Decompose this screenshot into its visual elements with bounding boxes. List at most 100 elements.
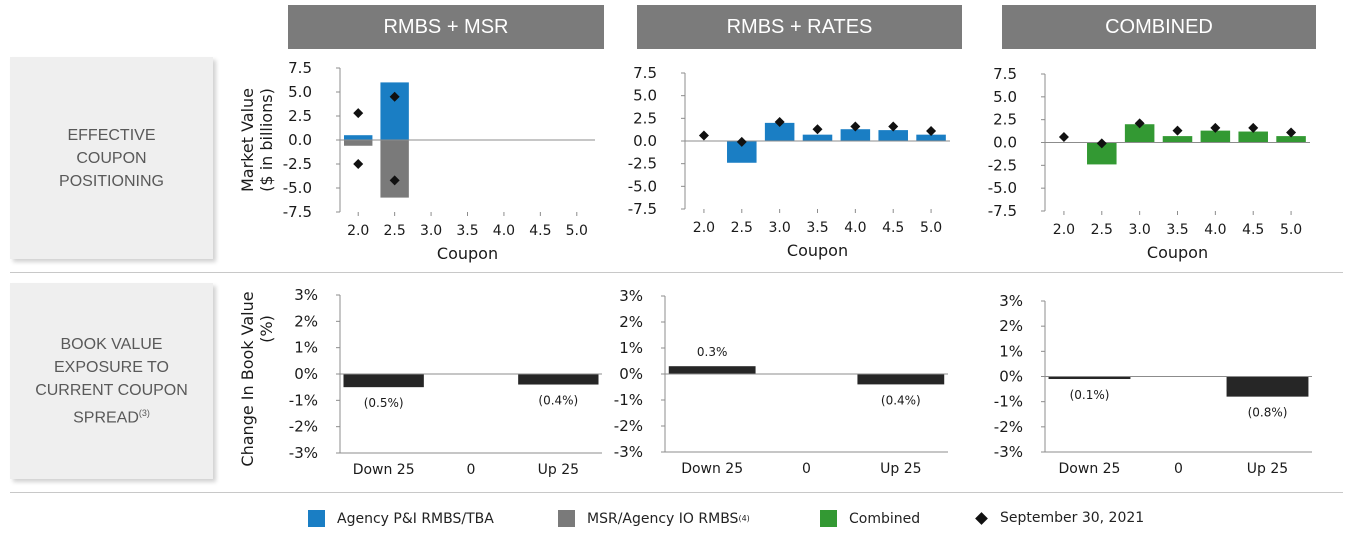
data-point-marker <box>698 130 709 141</box>
legend-label: Combined <box>849 510 921 527</box>
x-tick-label: 4.5 <box>1242 222 1264 238</box>
y-tick-label: 0.0 <box>633 132 657 150</box>
data-label: 0.3% <box>697 345 728 359</box>
bar <box>916 134 946 141</box>
chart-book-value-rmbs-rates: 3% 2% 1% 0% -1% -2% -3% 0.3% (0.4%) Down 25 0 Up 25 <box>614 287 948 477</box>
data-point-marker <box>1210 122 1221 133</box>
row-label-line: COUPON <box>76 149 147 167</box>
x-tick-label: 5.0 <box>566 223 588 239</box>
column-header-combined: COMBINED <box>1002 5 1316 49</box>
row-label-line: BOOK VALUE <box>60 335 163 353</box>
legend-item-agency: Agency P&I RMBS/TBA <box>308 510 494 527</box>
data-point-marker <box>1286 127 1297 138</box>
y-tick-label: -2.5 <box>628 155 657 173</box>
y-tick-label: 3% <box>619 287 643 305</box>
bar <box>344 135 373 140</box>
y-tick-label: -3% <box>614 443 643 461</box>
chart-book-value-combined: 3% 2% 1% 0% -1% -2% -3% (0.1%) (0.8%) Down 25 0 Up … <box>994 292 1312 477</box>
y-tick-label: 0% <box>294 365 318 383</box>
x-tick-label: 3.0 <box>769 220 791 236</box>
x-axis-label: Coupon <box>787 241 848 260</box>
x-tick-label: 2.5 <box>384 223 406 239</box>
bar <box>518 374 599 385</box>
column-header-rmbs-rates: RMBS + RATES <box>637 5 962 49</box>
bar <box>343 374 424 388</box>
data-point-marker <box>926 126 937 137</box>
x-tick-label: 3.0 <box>420 223 442 239</box>
row-label-book-value: BOOK VALUE EXPOSURE TO CURRENT COUPON SP… <box>10 283 213 479</box>
y-tick-label: -1% <box>994 393 1023 411</box>
y-tick-label: 0% <box>619 365 643 383</box>
bar <box>1162 136 1193 143</box>
x-tick-label: Down 25 <box>353 462 415 478</box>
bar <box>668 366 756 374</box>
y-tick-label: -7.5 <box>283 203 312 221</box>
legend-label: Agency P&I RMBS/TBA <box>337 510 494 527</box>
data-point-marker <box>389 91 400 102</box>
bar <box>878 130 908 141</box>
data-point-marker <box>1058 132 1069 143</box>
row-label-line: CURRENT COUPON <box>35 381 188 399</box>
bar <box>1238 131 1268 143</box>
y-tick-label: 2.5 <box>288 107 312 125</box>
legend-label: September 30, 2021 <box>1000 510 1145 526</box>
y-tick-label: -1% <box>614 391 643 409</box>
x-tick-label: 4.5 <box>529 223 551 239</box>
bar <box>857 374 945 385</box>
y-tick-label: 2% <box>999 317 1023 335</box>
y-tick-label: -5.0 <box>628 177 657 195</box>
x-tick-label: 2.5 <box>1091 222 1113 238</box>
bar <box>1226 376 1309 397</box>
data-point-marker <box>1096 138 1107 149</box>
bar <box>380 140 409 198</box>
y-tick-label: 2.5 <box>633 109 657 127</box>
x-tick-label: 2.0 <box>347 223 369 239</box>
bar <box>344 140 373 146</box>
x-tick-label: 3.5 <box>1166 222 1188 238</box>
data-point-marker <box>353 159 364 169</box>
data-point-marker <box>1134 118 1145 129</box>
data-label: (0.4%) <box>881 393 921 407</box>
footnote-marker: (3) <box>138 407 150 418</box>
bar <box>1087 142 1117 165</box>
bar <box>1200 130 1231 143</box>
legend-label: MSR/Agency IO RMBS <box>587 510 739 527</box>
x-tick-label: 3.5 <box>456 223 478 239</box>
legend-swatch-combined <box>820 510 837 527</box>
legend-item-september-30-2021: September 30, 2021 <box>975 510 1145 526</box>
x-tick-label: Up 25 <box>538 462 579 478</box>
x-tick-label: 3.5 <box>806 220 828 236</box>
x-tick-label: 5.0 <box>920 220 942 236</box>
chart-coupon-rmbs-rates: 7.5 5.0 2.5 0.0 -2.5 -5.0 -7.5 2.0 2.5 3.0 3.5 4.0 4… <box>628 64 950 260</box>
bar <box>764 122 795 141</box>
y-tick-label: 7.5 <box>633 64 657 82</box>
row-label-line: EFFECTIVE <box>67 126 156 144</box>
x-tick-label: 0 <box>802 461 811 477</box>
data-point-marker <box>850 121 861 132</box>
y-tick-label: 1% <box>999 342 1023 360</box>
y-tick-label: -3% <box>994 443 1023 461</box>
bar <box>840 129 871 141</box>
y-tick-label: 2.5 <box>993 111 1017 129</box>
data-label: (0.1%) <box>1070 388 1110 402</box>
y-tick-label: -7.5 <box>628 200 657 218</box>
y-tick-label: 0.0 <box>288 131 312 149</box>
data-point-marker <box>888 121 899 132</box>
x-tick-label: 4.5 <box>882 220 904 236</box>
y-tick-label: -3% <box>289 444 318 462</box>
x-tick-label: 2.0 <box>693 220 715 236</box>
data-point-marker <box>774 116 785 127</box>
y-tick-label: 1% <box>619 339 643 357</box>
y-tick-label: 2% <box>619 313 643 331</box>
legend-item-msr: MSR/Agency IO RMBS (4) <box>558 510 750 527</box>
x-tick-label: 2.0 <box>1053 222 1075 238</box>
y-axis-label: Market Value <box>238 88 257 192</box>
y-tick-label: 3% <box>294 286 318 304</box>
y-tick-label: -1% <box>289 391 318 409</box>
row-divider <box>10 492 1343 493</box>
data-label: (0.4%) <box>538 394 578 408</box>
bar <box>1276 136 1306 143</box>
legend-item-combined: Combined <box>820 510 920 527</box>
y-tick-label: 2% <box>294 312 318 330</box>
bar <box>802 134 833 141</box>
